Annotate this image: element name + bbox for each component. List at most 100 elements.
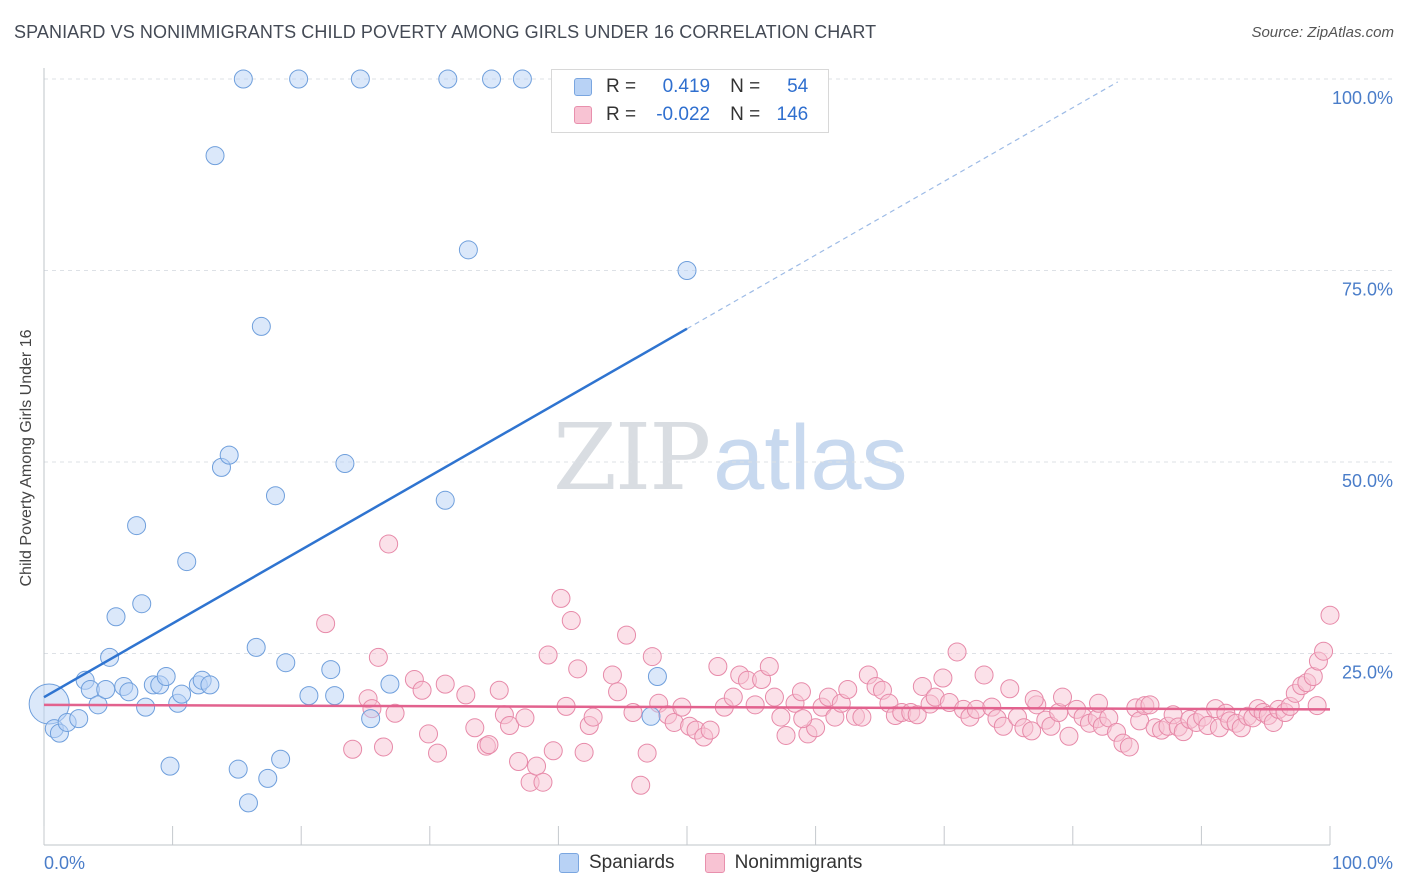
spaniards-point (106, 607, 126, 627)
spaniards-point (271, 749, 291, 769)
watermark-zip: ZIP (553, 404, 711, 511)
nonimmigrants-point (515, 708, 535, 728)
legend-r-label: R = (606, 76, 637, 97)
spaniards-point (96, 680, 116, 700)
x-tick-label: 0.0% (44, 853, 85, 873)
spaniards-point (380, 674, 400, 694)
nonimmigrants-point (551, 588, 571, 608)
nonimmigrants-point (533, 772, 553, 792)
nonimmigrants-point (368, 647, 388, 667)
correlation-legend: R = 0.419 N = 54 R = -0.022 N = 146 (551, 69, 829, 133)
y-tick-label: 25.0% (1342, 663, 1393, 683)
spaniards-point (132, 594, 152, 614)
nonimmigrants-point (700, 720, 720, 740)
chart-title: SPANIARD VS NONIMMIGRANTS CHILD POVERTY … (14, 22, 877, 42)
nonimmigrants-point (608, 682, 628, 702)
spaniards-point (325, 686, 345, 706)
spaniards-point (69, 709, 89, 729)
nonimmigrants-point (806, 718, 826, 738)
legend-n-label: N = (730, 104, 761, 125)
nonimmigrants-point (723, 687, 743, 707)
nonimmigrants-point (574, 742, 594, 762)
nonimmigrants-point (385, 703, 405, 723)
nonimmigrants-point (708, 657, 728, 677)
nonimmigrants-point (617, 625, 637, 645)
nonimmigrants-point (745, 695, 765, 715)
spaniards-trend-line (43, 327, 688, 699)
nonimmigrants-point (974, 665, 994, 685)
nonimmigrants-point (1307, 696, 1327, 716)
series-legend-spaniards: Spaniards (559, 852, 675, 874)
spaniards-point (251, 316, 271, 336)
legend-n-label: N = (730, 76, 761, 97)
legend-swatch-nonimmigrants (574, 106, 592, 124)
nonimmigrants-point (435, 674, 455, 694)
spaniards-point (160, 756, 180, 776)
spaniards-points (28, 69, 697, 813)
nonimmigrants-trend-line (43, 703, 1331, 711)
nonimmigrants-point (561, 611, 581, 631)
nonimmigrants-point (838, 680, 858, 700)
spaniards-point (361, 709, 381, 729)
nonimmigrants-point (759, 657, 779, 677)
nonimmigrants-point (583, 707, 603, 727)
tick-labels: 25.0% 50.0% 75.0% 100.0% 0.0% 100.0% (44, 88, 1393, 873)
spaniards-point (647, 666, 667, 686)
nonimmigrants-point (1000, 679, 1020, 699)
spaniards-point (119, 682, 139, 702)
spaniards-point (136, 697, 156, 717)
series-swatch-nonimmigrants (704, 853, 725, 873)
nonimmigrants-point (538, 645, 558, 665)
nonimmigrants-point (509, 752, 529, 772)
nonimmigrants-point (631, 775, 651, 795)
legend-r-value-spaniards: 0.419 (662, 76, 711, 97)
spaniards-point (677, 261, 697, 280)
nonimmigrants-point (500, 716, 520, 736)
grid-layer (44, 78, 1392, 654)
watermark-atlas: atlas (713, 407, 908, 509)
trend-lines (43, 81, 1331, 711)
nonimmigrants-point (642, 647, 662, 667)
spaniards-point (435, 490, 455, 510)
series-legend: Spaniards Nonimmigrants (559, 852, 892, 874)
nonimmigrants-point (1059, 726, 1079, 746)
spaniards-point (350, 69, 370, 89)
nonimmigrants-point (764, 687, 784, 707)
nonimmigrants-point (793, 709, 813, 729)
spaniards-point (172, 684, 192, 704)
nonimmigrants-point (912, 676, 932, 696)
legend-row-nonimmigrants: R = -0.022 N = 146 (574, 102, 808, 128)
nonimmigrants-point (374, 737, 394, 757)
nonimmigrants-point (771, 707, 791, 727)
spaniards-point (200, 675, 220, 695)
spaniards-point (127, 516, 147, 536)
nonimmigrants-point (1140, 695, 1160, 715)
nonimmigrants-point (568, 659, 588, 679)
nonimmigrants-point (1022, 721, 1042, 741)
spaniards-point (219, 445, 239, 465)
nonimmigrants-point (1320, 605, 1340, 625)
spaniards-point (276, 653, 296, 673)
nonimmigrants-point (993, 716, 1013, 736)
spaniards-point (482, 69, 502, 89)
nonimmigrants-point (465, 718, 485, 738)
legend-n-value-spaniards: 54 (787, 76, 809, 97)
nonimmigrants-point (412, 680, 432, 700)
spaniards-point (265, 486, 285, 506)
nonimmigrants-point (1314, 641, 1334, 661)
nonimmigrants-point (419, 724, 439, 744)
nonimmigrants-point (1024, 689, 1044, 709)
spaniards-point (299, 686, 319, 706)
spaniards-point (228, 759, 248, 779)
y-tick-label: 100.0% (1332, 88, 1393, 108)
nonimmigrants-point (637, 743, 657, 763)
nonimmigrants-point (428, 743, 448, 763)
nonimmigrants-point (791, 682, 811, 702)
spaniards-point (156, 666, 176, 686)
spaniards-point (177, 552, 197, 572)
nonimmigrants-point (947, 642, 967, 662)
zipatlas-watermark: ZIPatlas (553, 404, 908, 511)
nonimmigrants-point (776, 725, 796, 745)
spaniards-point (238, 793, 258, 813)
